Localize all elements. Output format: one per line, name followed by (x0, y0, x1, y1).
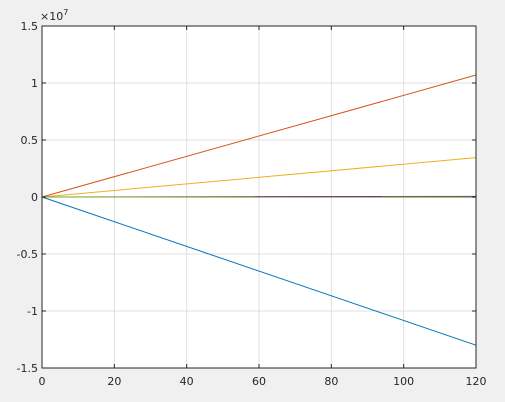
y-tick-label: 1 (31, 77, 38, 90)
y-exponent-base: ×10 (40, 10, 63, 23)
y-tick-label: -1 (27, 305, 38, 318)
x-axis: 0 20 40 60 80 100 120 (39, 26, 487, 388)
y-tick-label: 0.5 (21, 134, 39, 147)
x-tick-label: 20 (107, 375, 121, 388)
y-exponent-label: ×107 (40, 8, 68, 23)
y-axis: -1.5 -1 -0.5 0 0.5 1 1.5 (17, 20, 476, 375)
x-tick-label: 80 (324, 375, 338, 388)
series-line-1 (41, 196, 477, 346)
x-tick-label: 60 (252, 375, 266, 388)
y-tick-label: 0 (31, 191, 38, 204)
y-tick-label: -1.5 (17, 362, 38, 375)
y-tick-label: -0.5 (17, 248, 38, 261)
series-line-2 (41, 74, 477, 198)
x-tick-label: 0 (39, 375, 46, 388)
series-layer (41, 74, 477, 346)
x-tick-label: 120 (466, 375, 487, 388)
x-tick-label: 40 (180, 375, 194, 388)
y-tick-label: 1.5 (21, 20, 39, 33)
x-tick-label: 100 (393, 375, 414, 388)
series-line-3 (41, 157, 477, 198)
y-exponent-power: 7 (63, 8, 68, 17)
